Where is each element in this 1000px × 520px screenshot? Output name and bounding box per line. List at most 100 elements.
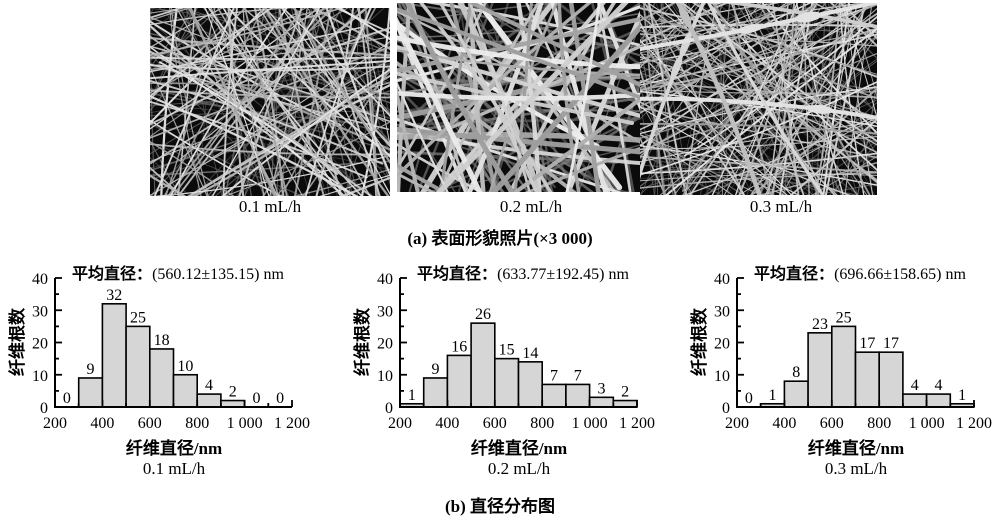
x-tick-label: 600 xyxy=(820,415,844,432)
fiber-strand xyxy=(165,8,216,196)
fiber-strand xyxy=(319,174,390,196)
bar-value-label: 4 xyxy=(934,377,942,394)
histogram-bar xyxy=(196,393,222,408)
fiber-strand xyxy=(659,8,877,195)
fiber-strand xyxy=(590,3,635,192)
histogram-bar xyxy=(831,325,857,408)
fiber-strand xyxy=(640,99,693,195)
bar-value-label: 10 xyxy=(177,358,193,375)
fiber-strand xyxy=(227,8,245,196)
bar-value-label: 0 xyxy=(252,390,260,407)
y-tick-label: 30 xyxy=(714,303,730,320)
bar-value-label: 7 xyxy=(574,367,582,384)
fiber-strand xyxy=(687,3,803,195)
fiber-strand xyxy=(360,8,390,196)
histogram-bar xyxy=(125,325,151,408)
fiber-strand xyxy=(150,87,390,151)
fiber-strand xyxy=(467,3,645,90)
bar-value-label: 14 xyxy=(522,345,538,362)
fiber-strand xyxy=(187,8,303,196)
fiber-strand xyxy=(742,3,824,195)
fiber-strand xyxy=(397,171,436,192)
fiber-strand xyxy=(150,143,390,156)
fiber-strand xyxy=(428,42,645,139)
bar-value-label: 25 xyxy=(130,309,146,326)
x-tick-label: 1 000 xyxy=(909,415,945,432)
x-tick-label: 400 xyxy=(90,415,114,432)
histogram-bar xyxy=(422,377,449,408)
sem-image-label-3: 0.3 mL/h xyxy=(749,197,813,216)
fiber-strand xyxy=(776,3,876,195)
fiber-strand xyxy=(242,8,390,146)
fiber-strand xyxy=(150,46,390,139)
fiber-strand xyxy=(640,90,877,128)
fiber-strand xyxy=(170,8,209,196)
fiber-strand xyxy=(150,82,390,163)
fiber-strand xyxy=(756,3,871,195)
fiber-strand xyxy=(223,8,365,196)
fiber-strand xyxy=(640,86,877,135)
fiber-strand xyxy=(150,156,191,196)
y-tick-label: 0 xyxy=(722,400,730,417)
y-tick-label: 0 xyxy=(40,400,48,417)
fiber-strand xyxy=(655,3,753,195)
chart-title-2: 平均直径：(633.77±192.45) nm xyxy=(385,260,661,284)
bar-value-label: 18 xyxy=(154,332,170,349)
fiber-strand xyxy=(771,3,800,195)
fiber-strand xyxy=(304,8,372,196)
fiber-strand xyxy=(150,17,385,122)
y-tick-label: 40 xyxy=(377,271,393,288)
fiber-strand xyxy=(171,17,297,196)
fiber-strand xyxy=(223,121,390,196)
fiber-strand xyxy=(189,8,277,196)
histogram-bar xyxy=(101,302,127,408)
fiber-strand xyxy=(306,8,390,115)
fiber-strand xyxy=(150,59,390,196)
bar-value-label: 4 xyxy=(205,377,213,394)
flow-rate-label-2: 0.2 mL/h xyxy=(487,459,551,478)
fiber-strand xyxy=(839,3,877,40)
sem-micrograph-0.2mLh xyxy=(397,3,645,192)
histogram-bar xyxy=(925,393,952,408)
fiber-strand xyxy=(640,136,877,150)
fiber-strand xyxy=(150,139,181,196)
histogram-bar xyxy=(565,383,591,408)
histogram-1: 0 9 32 25 18 10 4 2 0 0 0 10 20 30 40 200 400 600 800 1 000… xyxy=(0,258,320,488)
fiber-bead xyxy=(737,24,763,34)
fiber-strand xyxy=(640,106,877,159)
fiber-strand xyxy=(150,8,332,59)
histogram-bar xyxy=(517,361,544,408)
fiber-strand xyxy=(150,8,213,74)
fiber-strand xyxy=(640,30,877,92)
mean-diameter-label: 平均直径： xyxy=(417,266,498,283)
fiber-strand xyxy=(781,34,877,195)
fiber-bead xyxy=(679,31,692,58)
fiber-strand xyxy=(516,3,542,192)
bar-value-label: 9 xyxy=(432,361,440,378)
bar-value-label: 9 xyxy=(87,361,95,378)
fiber-bead xyxy=(795,11,822,23)
mean-diameter-value: (560.12±135.15) nm xyxy=(152,266,284,283)
fiber-strand xyxy=(640,52,877,123)
fiber-strand xyxy=(397,16,483,192)
fiber-strand xyxy=(815,3,827,195)
histogram-bar xyxy=(446,354,472,408)
fiber-strand xyxy=(640,40,848,195)
fiber-strand xyxy=(486,3,549,192)
fiber-strand xyxy=(814,3,841,195)
fiber-strand xyxy=(292,8,390,164)
fiber-strand xyxy=(640,86,877,151)
fiber-strand xyxy=(699,3,731,195)
fiber-strand xyxy=(750,87,877,195)
fiber-strand xyxy=(150,65,208,196)
fiber-strand xyxy=(281,8,303,196)
y-axis-label-1: 纤维根数 xyxy=(8,308,27,376)
sem-image-1 xyxy=(150,8,390,196)
mean-diameter-value: (696.66±158.65) nm xyxy=(834,266,966,283)
fiber-strand xyxy=(640,173,877,182)
fiber-strand xyxy=(640,28,877,35)
fiber-strand xyxy=(743,3,877,160)
